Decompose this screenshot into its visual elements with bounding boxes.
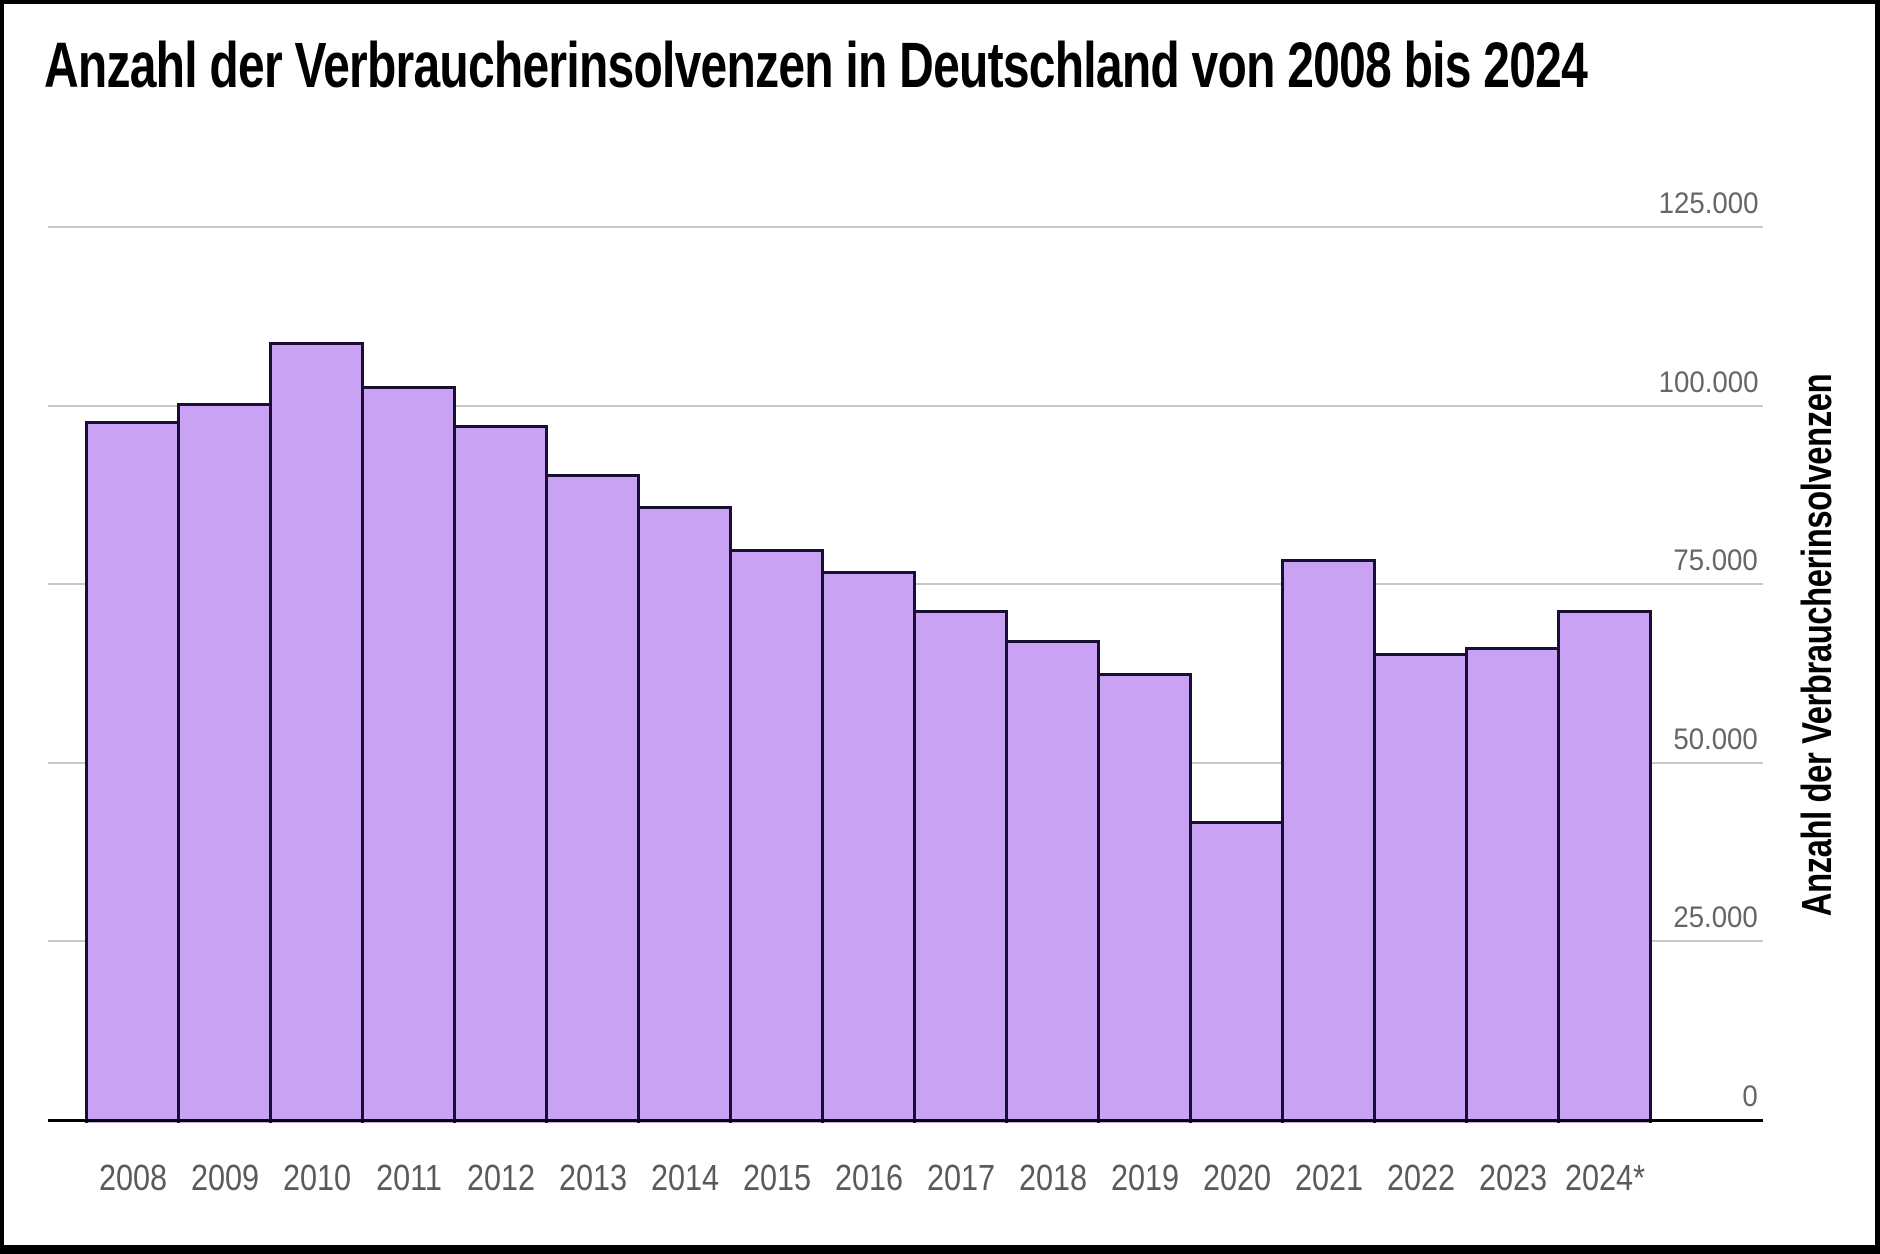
y-tick-label: 100.000 <box>1658 366 1758 399</box>
x-tick-label: 2008 <box>98 1157 167 1198</box>
bar-2024 <box>1557 610 1652 1123</box>
x-tick-label: 2014 <box>650 1157 719 1198</box>
bar-2010 <box>269 342 364 1123</box>
x-tick-label: 2024* <box>1564 1157 1645 1198</box>
x-tick-label: 2012 <box>466 1157 535 1198</box>
y-tick-label: 125.000 <box>1658 187 1758 220</box>
x-tick-label: 2019 <box>1110 1157 1179 1198</box>
x-tick-label: 2023 <box>1478 1157 1547 1198</box>
bar-2018 <box>1005 640 1100 1123</box>
y-tick-label: 0 <box>1742 1080 1758 1113</box>
y-tick-label: 25.000 <box>1673 901 1758 934</box>
bar-2009 <box>177 403 272 1123</box>
x-tick-label: 2015 <box>742 1157 811 1198</box>
x-tick-label: 2011 <box>375 1157 442 1198</box>
bar-2017 <box>913 610 1008 1123</box>
x-tick-label: 2016 <box>834 1157 903 1198</box>
bar-2022 <box>1373 653 1468 1123</box>
gridline-125.000 <box>48 226 1763 228</box>
x-tick-label: 2013 <box>558 1157 627 1198</box>
bar-2016 <box>821 571 916 1123</box>
bar-2014 <box>637 506 732 1123</box>
x-tick-label: 2022 <box>1386 1157 1455 1198</box>
x-tick-label: 2010 <box>282 1157 351 1198</box>
bar-2008 <box>85 421 180 1123</box>
bar-2023 <box>1465 647 1560 1123</box>
gridline-100.000 <box>48 405 1763 407</box>
chart-title: Anzahl der Verbraucherinsolvenzen in Deu… <box>44 29 1588 101</box>
bar-2020 <box>1189 821 1284 1123</box>
x-axis-line <box>48 1119 1763 1122</box>
x-tick-label: 2021 <box>1294 1157 1363 1198</box>
bar-2021 <box>1281 559 1376 1123</box>
y-tick-label: 50.000 <box>1673 723 1758 756</box>
y-axis-title: Anzahl der Verbraucherinsolvenzen <box>1793 373 1840 917</box>
bar-2019 <box>1097 673 1192 1123</box>
y-tick-label: 75.000 <box>1673 544 1758 577</box>
bar-2012 <box>453 425 548 1123</box>
x-tick-label: 2017 <box>926 1157 995 1198</box>
bar-2011 <box>361 386 456 1123</box>
x-tick-label: 2009 <box>190 1157 259 1198</box>
bar-2013 <box>545 474 640 1123</box>
x-tick-label: 2018 <box>1018 1157 1087 1198</box>
bar-2015 <box>729 549 824 1123</box>
x-tick-label: 2020 <box>1202 1157 1271 1198</box>
